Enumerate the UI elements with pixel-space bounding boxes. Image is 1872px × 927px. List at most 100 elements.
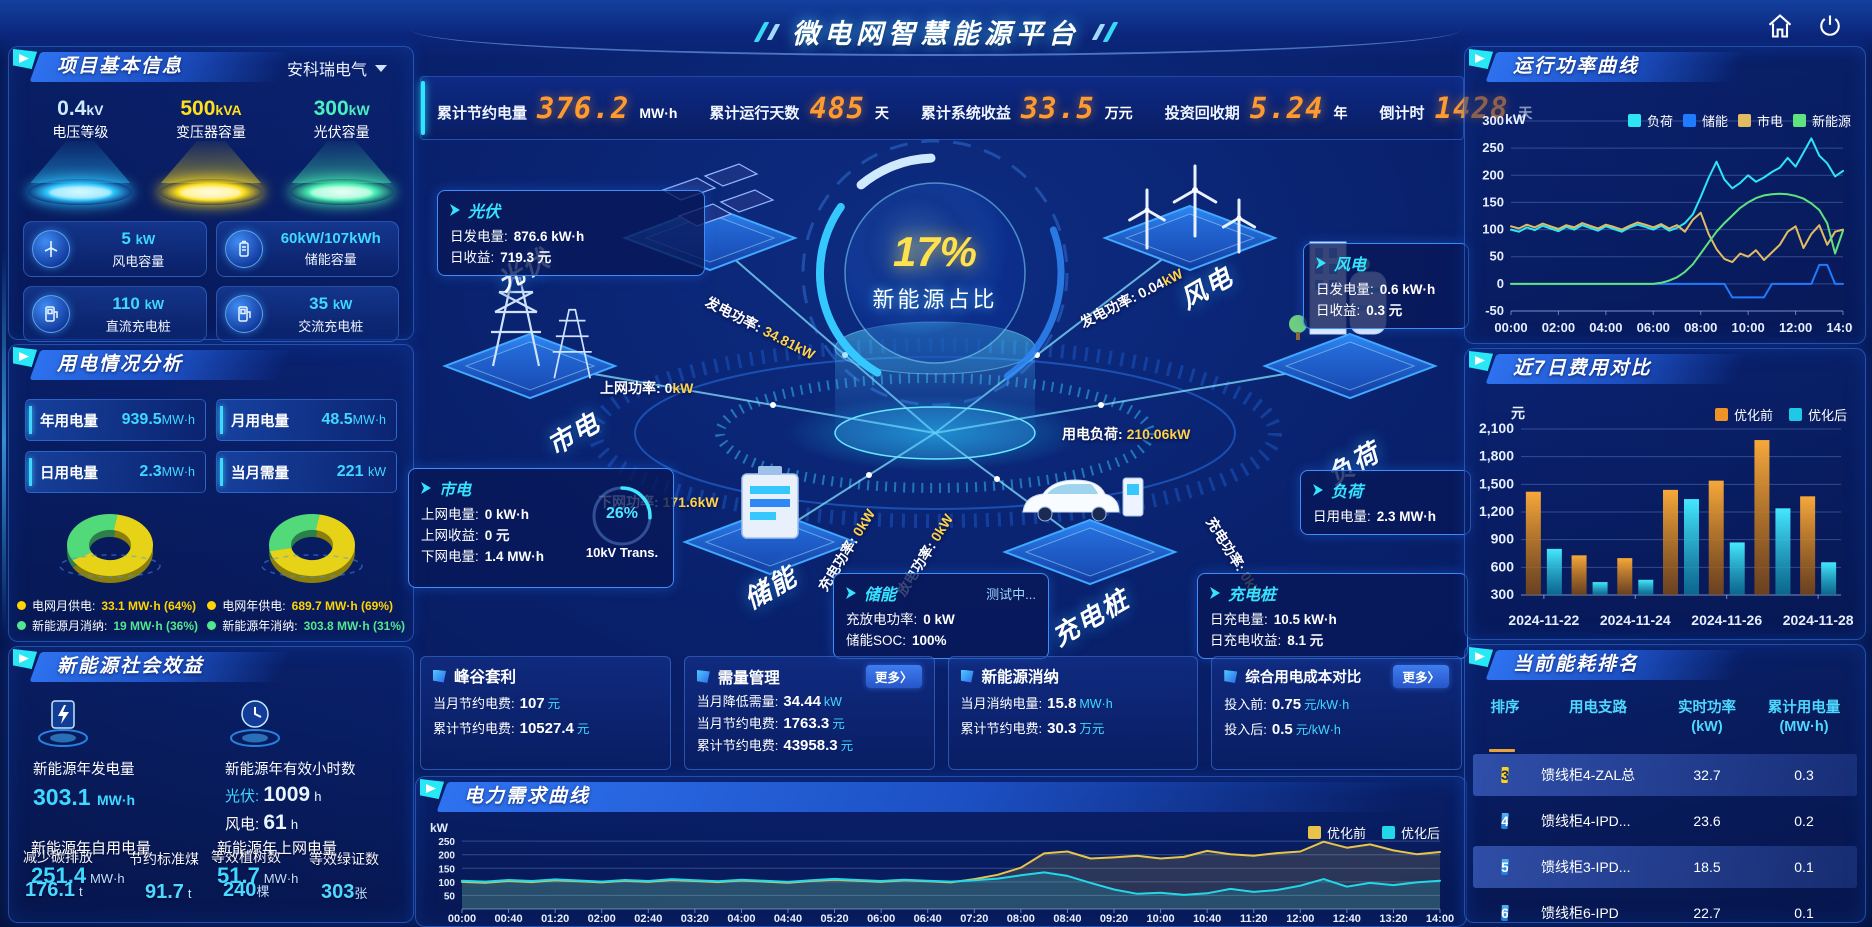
title-deco-left <box>753 21 781 42</box>
svg-text:2024-11-28: 2024-11-28 <box>1783 612 1853 628</box>
panel-demand-curve: 电力需求曲线 kW 优化前 优化后 50 100 150 200 250 00:00 00:4… <box>415 776 1467 927</box>
chevron-right-icon <box>421 482 431 494</box>
svg-text:08:00: 08:00 <box>1007 913 1035 925</box>
card-peak-valley: 峰谷套利 当月节约电费: 107 元 累计节约电费: 10527.4 元 <box>420 656 671 770</box>
panel-title: 运行功率曲线 <box>1513 56 1640 77</box>
power-curve-chart: -50 0 50 100 150 200 250 300 00:00 02:00 04:00 06:0… <box>1482 113 1853 335</box>
more-button[interactable]: 更多〉 <box>865 665 922 688</box>
panel-social-benefit: 新能源社会效益 新能源年发电量 303.1 MW·h <box>8 646 414 923</box>
panel-corner-icon <box>420 779 444 799</box>
card-renewable-consumption: 新能源消纳 当月消纳电量: 15.8 MW·h 累计节约电费: 30.3 万元 <box>947 656 1199 770</box>
legend-item[interactable]: 优化前 <box>1714 405 1773 424</box>
svg-text:150: 150 <box>438 864 455 875</box>
svg-text:250: 250 <box>1482 140 1504 155</box>
chart-legend: 优化前 优化后 <box>1714 405 1847 424</box>
battery-icon <box>224 230 263 268</box>
panel-title: 近7日费用对比 <box>1513 358 1652 379</box>
company-selector[interactable]: 安科瑞电气 <box>287 56 387 80</box>
panel-corner-icon <box>13 347 37 367</box>
svg-text:14:00: 14:00 <box>1826 320 1853 335</box>
svg-text:00:00: 00:00 <box>448 913 476 925</box>
home-icon[interactable] <box>1766 12 1794 40</box>
svg-text:1,500: 1,500 <box>1479 475 1514 491</box>
svg-text:2024-11-26: 2024-11-26 <box>1691 612 1762 628</box>
svg-text:02:00: 02:00 <box>588 913 616 925</box>
wind-turbine-icon <box>32 230 70 268</box>
rank-badge: 5 <box>1501 859 1509 875</box>
kpi-bar: 累计节约电量 376.2 MW·h 累计运行天数 485 天 累计系统收益 33.5 万元 … <box>420 76 1532 140</box>
chevron-right-icon <box>1313 484 1323 496</box>
panel-project-info: 项目基本信息 安科瑞电气 0.4kV 电压等级 500kVA 变压器容量 <box>8 46 414 342</box>
infobox-pv: 光伏 日发电量: 876.6 kW·h 日收益: 719.3 元 <box>437 190 705 276</box>
legend-item[interactable]: 优化后 <box>1788 405 1847 424</box>
gauge-label: 10kV Trans. <box>585 545 659 560</box>
svg-text:10:40: 10:40 <box>1193 913 1221 925</box>
infobox-load: 负荷 日用电量: 2.3 MW·h <box>1300 470 1471 535</box>
rank-badge: 6 <box>1501 905 1509 921</box>
svg-text:04:00: 04:00 <box>727 913 755 925</box>
svg-text:600: 600 <box>1491 558 1515 574</box>
card-icon <box>960 669 974 683</box>
card-icon <box>696 670 710 683</box>
clock-pedestal-icon <box>230 700 280 747</box>
svg-text:08:40: 08:40 <box>1053 913 1081 925</box>
legend-item[interactable]: 优化前 <box>1307 823 1366 842</box>
legend-item: 新能源年消纳: 303.8 MW·h (31%) <box>207 617 405 634</box>
microgrid-topology-scene <box>442 139 1438 586</box>
generation-pedestal-icon <box>38 700 88 747</box>
chevron-down-icon <box>375 64 387 72</box>
svg-text:300: 300 <box>1482 113 1504 128</box>
page-title: 微电网智慧能源平台 <box>792 19 1080 49</box>
svg-text:150: 150 <box>1482 194 1504 209</box>
table-row[interactable]: 4 馈线柜4-IPD... 23.6 0.2 <box>1501 813 1814 829</box>
panel-title: 新能源社会效益 <box>57 656 205 677</box>
svg-text:2024-11-24: 2024-11-24 <box>1600 612 1671 628</box>
stat-day-usage: 日用电量 2.3MW·h <box>25 451 206 493</box>
svg-text:10:00: 10:00 <box>1147 913 1175 925</box>
table-row[interactable]: 3 馈线柜4-ZAL总 32.7 0.3 <box>1473 754 1857 796</box>
kpi-running-days: 累计运行天数 485 天 <box>709 91 889 125</box>
table-row[interactable]: 5 馈线柜3-IPD... 18.5 0.1 <box>1473 846 1857 888</box>
svg-text:900: 900 <box>1491 531 1515 547</box>
svg-text:50: 50 <box>444 891 456 902</box>
stat-month-usage: 月用电量 48.5MW·h <box>216 399 397 441</box>
legend-item[interactable]: 新能源 <box>1792 111 1851 130</box>
stat-effective-hours: 新能源年有效小时数 光伏: 1009 h 风电: 61 h <box>211 695 403 835</box>
wind-turbines-icon <box>1128 164 1257 254</box>
legend-item[interactable]: 优化后 <box>1381 823 1440 842</box>
panel-corner-icon <box>1469 351 1493 371</box>
chevron-right-icon <box>846 587 856 599</box>
svg-text:250: 250 <box>438 837 455 848</box>
kpi-saved-energy: 累计节约电量 376.2 MW·h <box>437 91 678 125</box>
legend-item[interactable]: 储能 <box>1682 111 1728 130</box>
legend-item[interactable]: 市电 <box>1737 111 1783 130</box>
svg-text:12:00: 12:00 <box>1779 320 1812 335</box>
infobox-grid: 市电 上网电量: 0 kW·h 上网收益: 0 元 下网电量: 1.4 MW·h 26… <box>408 468 674 588</box>
svg-text:08:00: 08:00 <box>1684 320 1717 335</box>
svg-text:14:00: 14:00 <box>1426 913 1454 925</box>
svg-text:10:00: 10:00 <box>1732 320 1765 335</box>
table-row[interactable]: 6 馈线柜6-IPD 22.7 0.1 <box>1501 905 1814 921</box>
more-button[interactable]: 更多〉 <box>1393 665 1449 688</box>
chevron-right-icon <box>1316 257 1326 269</box>
legend-item[interactable]: 负荷 <box>1627 111 1673 130</box>
legend-item: 电网月供电: 33.1 MW·h (64%) <box>17 597 207 614</box>
panel-corner-icon <box>13 649 37 669</box>
infobox-storage: 储能 测试中... 充放电功率: 0 kW 储能SOC: 100% <box>833 573 1049 659</box>
ranking-table-body: 3 馈线柜4-ZAL总 32.7 0.3 4 馈线柜4-IPD... 23.6 … <box>1465 754 1865 922</box>
panel-corner-icon <box>1469 647 1493 667</box>
donut-chart-month <box>59 514 161 583</box>
stat-dc-charger: 110 kW 直流充电桩 <box>23 286 207 342</box>
donut-chart-year <box>261 514 363 583</box>
card-icon <box>433 669 446 683</box>
chart-legend: 优化前 优化后 <box>1307 823 1440 842</box>
power-icon[interactable] <box>1816 12 1844 40</box>
y-axis-unit: 元 <box>1511 405 1525 421</box>
charger-icon <box>224 295 263 333</box>
svg-text:50: 50 <box>1490 249 1504 264</box>
transformer-load-gauge: 26% 10kV Trans. <box>579 481 665 560</box>
panel-title: 电力需求曲线 <box>464 786 591 807</box>
ev-charger-icon <box>1022 477 1144 522</box>
svg-text:100: 100 <box>1482 222 1504 237</box>
